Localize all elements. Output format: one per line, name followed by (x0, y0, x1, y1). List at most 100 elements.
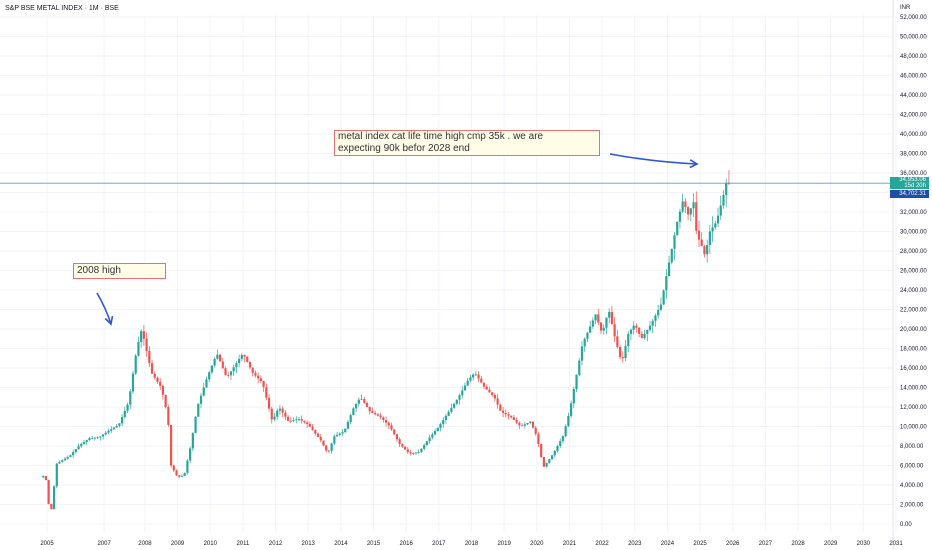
candle-body (452, 403, 456, 408)
candle-body (428, 437, 431, 442)
candle-body (431, 434, 434, 438)
countdown: 15d 20h (904, 183, 926, 190)
candle-body (142, 331, 145, 339)
candle-body (439, 424, 442, 428)
candle-body (531, 421, 535, 428)
candle-body (284, 412, 287, 417)
x-tick-label: 2013 (302, 541, 316, 547)
candle-body (262, 381, 265, 387)
candle-body (208, 372, 211, 380)
candle-body (101, 434, 105, 437)
candle-body (159, 381, 162, 386)
candle-body (638, 327, 641, 334)
candle-body (360, 398, 363, 400)
candle-body (325, 445, 328, 451)
candle-body (659, 304, 662, 311)
candle-body (297, 419, 301, 420)
candle-body (224, 368, 227, 376)
y-tick-label: 4,000.00 (900, 483, 924, 489)
candle-body (651, 320, 654, 326)
candle-body (542, 457, 545, 467)
x-tick-label: 2021 (563, 541, 577, 547)
candle-body (118, 423, 121, 426)
candle-body (550, 455, 554, 460)
candle-body (267, 397, 271, 409)
candle-body (153, 373, 156, 378)
candle-body (621, 357, 624, 359)
candle-body (703, 246, 706, 255)
candle-body (270, 408, 273, 420)
y-tick-label: 46,000.00 (900, 74, 927, 80)
y-tick-label: 0.00 (900, 522, 912, 528)
candle-body (300, 419, 303, 421)
candle-body (567, 415, 570, 427)
candle-body (183, 472, 186, 476)
candle-body (129, 391, 132, 405)
candle-body (121, 417, 124, 424)
candle-body (352, 408, 355, 416)
candle-body (189, 448, 192, 461)
candle-body (330, 443, 333, 451)
candle-body (687, 207, 690, 215)
candle-body (485, 386, 488, 390)
candle-body (654, 315, 657, 321)
candle-body (657, 310, 660, 316)
x-tick-label: 2007 (97, 541, 111, 547)
candle-body (583, 338, 586, 347)
candle-body (512, 417, 516, 420)
candle-body (716, 215, 720, 224)
candle-body (346, 421, 350, 429)
annotation-line-1: metal index cat life time high cmp 35k .… (338, 131, 544, 142)
candle-body (510, 415, 513, 418)
candle-body (553, 450, 556, 456)
candle-body (365, 402, 369, 407)
candle-body (99, 436, 102, 438)
candle-body (55, 463, 58, 487)
candle-body (295, 419, 298, 421)
candle-body (469, 377, 472, 381)
candle-body (44, 476, 48, 481)
candle-body (548, 459, 551, 463)
candle-body (545, 462, 548, 467)
candle-body (202, 387, 205, 396)
candle-body (66, 457, 69, 459)
candle-body (640, 333, 643, 338)
candle-body (281, 408, 284, 413)
y-axis: 0.00 2,000.00 4,000.00 6,000.00 8,000.00 10,0… (900, 15, 927, 528)
candle-body (150, 363, 154, 374)
x-axis: 2005 2007 2008 2009 2010 2011 2012 2013 2014 2015… (40, 541, 903, 547)
candle-body (134, 355, 137, 374)
candle-body (371, 411, 374, 413)
candle-body (540, 444, 543, 458)
candle-body (265, 386, 268, 398)
prev-price: 34,702.31 (899, 191, 926, 198)
candle-body (569, 403, 573, 416)
candle-body (374, 412, 377, 415)
x-tick-label: 2017 (432, 541, 446, 547)
x-tick-label: 2022 (595, 541, 609, 547)
annotation-lifetime-high[interactable]: metal index cat life time high cmp 35k .… (334, 130, 600, 156)
candle-body (363, 398, 366, 403)
candle-body (199, 395, 203, 404)
candle-body (673, 235, 676, 249)
candle-body (534, 427, 537, 434)
y-tick-label: 40,000.00 (900, 132, 927, 138)
candle-body (243, 355, 246, 357)
candle-body (123, 410, 126, 418)
candle-body (591, 320, 594, 327)
y-tick-label: 26,000.00 (900, 269, 927, 275)
candle-body (395, 434, 399, 440)
candle-body (96, 437, 99, 439)
arrow-shaft (609, 153, 698, 165)
annotation-2008-high[interactable]: 2008 high (73, 263, 166, 279)
candle-body (472, 374, 475, 378)
annotation-line-2: expecting 90k befor 2028 end (338, 142, 470, 154)
candle-body (444, 415, 448, 420)
candle-body (311, 426, 314, 431)
y-tick-label: 48,000.00 (900, 54, 927, 60)
candle-body (401, 444, 404, 447)
candle-body (376, 414, 379, 416)
candle-body (480, 378, 483, 383)
candle-body (610, 311, 614, 325)
candle-body (635, 325, 638, 328)
